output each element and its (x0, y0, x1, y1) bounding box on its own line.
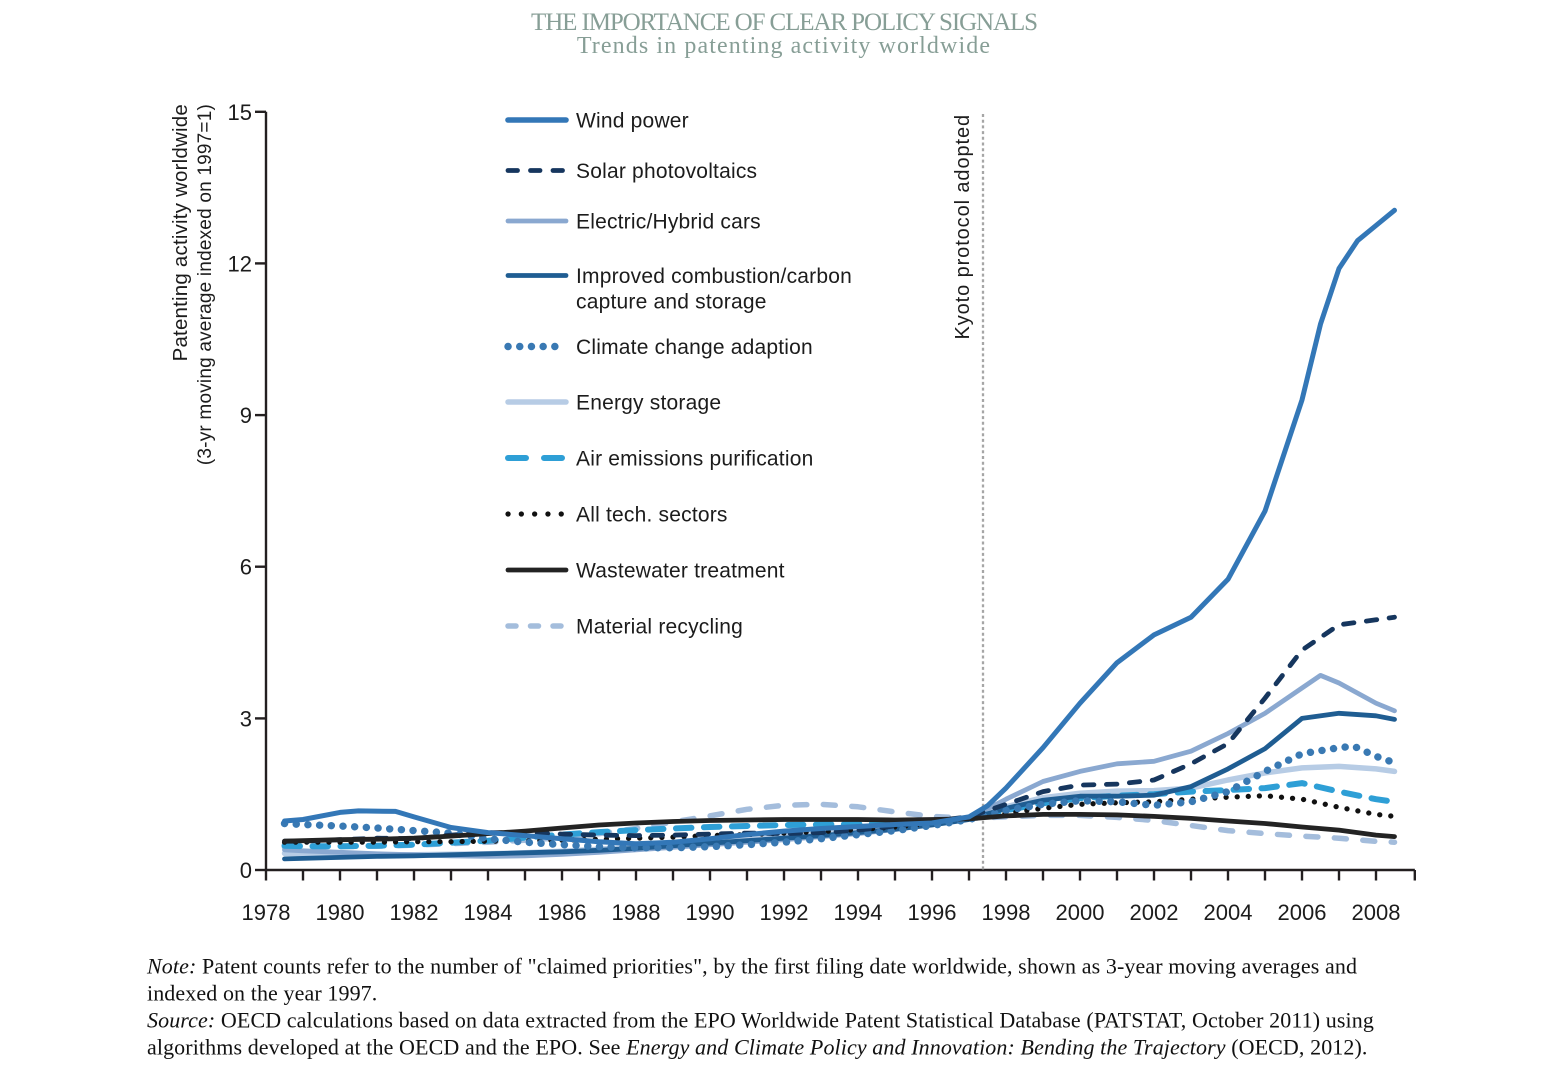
svg-text:Wind power: Wind power (576, 110, 689, 133)
svg-text:1980: 1980 (316, 900, 365, 925)
svg-text:Improved combustion/carbon: Improved combustion/carbon (576, 265, 852, 288)
svg-text:2008: 2008 (1352, 900, 1401, 925)
svg-text:1986: 1986 (538, 900, 587, 925)
svg-text:6: 6 (240, 555, 252, 580)
svg-text:1996: 1996 (908, 900, 957, 925)
svg-text:Air emissions purification: Air emissions purification (576, 448, 813, 471)
svg-text:THE IMPORTANCE OF CLEAR POLICY: THE IMPORTANCE OF CLEAR POLICY SIGNALS (531, 9, 1037, 36)
svg-text:3: 3 (240, 706, 252, 731)
svg-text:1990: 1990 (686, 900, 735, 925)
svg-text:Climate change adaption: Climate change adaption (576, 336, 813, 359)
svg-text:All tech. sectors: All tech. sectors (576, 504, 728, 527)
svg-text:Electric/Hybrid cars: Electric/Hybrid cars (576, 211, 761, 234)
svg-text:algorithms developed at the OE: algorithms developed at the OECD and the… (147, 1035, 1368, 1060)
svg-text:1992: 1992 (760, 900, 809, 925)
svg-text:9: 9 (240, 403, 252, 428)
svg-text:Material recycling: Material recycling (576, 616, 743, 639)
svg-text:2006: 2006 (1278, 900, 1327, 925)
svg-text:2000: 2000 (1056, 900, 1105, 925)
svg-text:1978: 1978 (242, 900, 291, 925)
svg-text:15: 15 (228, 100, 252, 125)
svg-text:Trends in patenting activity w: Trends in patenting activity worldwide (577, 33, 991, 59)
svg-text:indexed on the year 1997.: indexed on the year 1997. (147, 981, 377, 1006)
svg-text:Source: OECD calculations base: Source: OECD calculations based on data … (147, 1008, 1374, 1033)
svg-text:Note: Patent counts refer to t: Note: Patent counts refer to the number … (146, 954, 1357, 979)
svg-text:2004: 2004 (1204, 900, 1253, 925)
svg-text:Kyoto protocol adopted: Kyoto protocol adopted (952, 114, 974, 340)
svg-text:2002: 2002 (1130, 900, 1179, 925)
svg-text:0: 0 (240, 858, 252, 883)
svg-text:1984: 1984 (464, 900, 513, 925)
svg-text:Patenting activity worldwide: Patenting activity worldwide (169, 104, 192, 361)
svg-text:Wastewater treatment: Wastewater treatment (576, 560, 785, 583)
svg-text:(3-yr moving average indexed o: (3-yr moving average indexed on 1997=1) (195, 104, 216, 465)
svg-text:1988: 1988 (612, 900, 661, 925)
svg-text:Solar photovoltaics: Solar photovoltaics (576, 160, 757, 183)
svg-text:12: 12 (228, 251, 252, 276)
svg-text:Energy storage: Energy storage (576, 392, 721, 415)
svg-text:1994: 1994 (834, 900, 883, 925)
svg-text:capture and storage: capture and storage (576, 291, 767, 314)
svg-text:1982: 1982 (390, 900, 439, 925)
svg-text:1998: 1998 (982, 900, 1031, 925)
